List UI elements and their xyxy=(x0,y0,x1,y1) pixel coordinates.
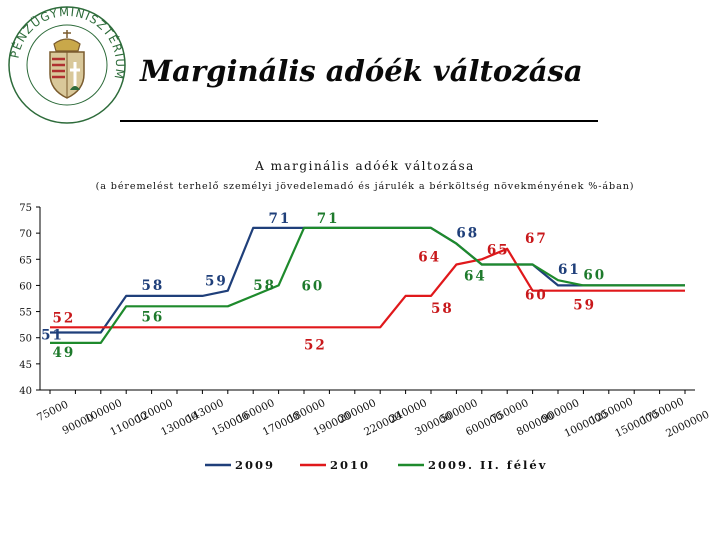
x-tick-label: 500000 xyxy=(438,397,479,425)
legend-label: 2009. II. félév xyxy=(428,458,547,472)
chart-subtitle: (a béremelést terhelő személyi jövedelem… xyxy=(96,181,635,192)
y-tick-label: 55 xyxy=(19,308,32,319)
data-label: 64 xyxy=(418,250,441,266)
data-label: 58 xyxy=(253,278,276,294)
data-label: 60 xyxy=(301,278,324,294)
y-tick-label: 75 xyxy=(19,203,32,214)
data-label: 60 xyxy=(583,267,606,283)
logo-inner-ring xyxy=(26,24,108,106)
y-tick-label: 45 xyxy=(19,360,32,371)
x-tick-label: 750000 xyxy=(489,397,530,425)
data-label: 61 xyxy=(558,262,581,278)
data-label: 52 xyxy=(304,337,327,353)
legend-label: 2009 xyxy=(235,458,275,472)
y-tick-label: 40 xyxy=(19,386,32,397)
x-tick-label: 160000 xyxy=(235,397,276,425)
x-tick-label: 200000 xyxy=(337,397,378,425)
x-tick-label: 75000 xyxy=(35,399,70,424)
data-label: 59 xyxy=(573,298,596,314)
data-label: 71 xyxy=(317,211,340,227)
data-label: 68 xyxy=(456,226,479,242)
data-label: 52 xyxy=(53,310,76,326)
x-tick-label: 120000 xyxy=(134,397,175,425)
ministry-logo: PÉNZÜGYMINISZTÉRIUM xyxy=(7,5,126,124)
series-line-2009-ii-f-l-v xyxy=(50,226,685,344)
title-divider xyxy=(120,120,598,122)
y-tick-label: 65 xyxy=(19,255,32,266)
logo-outer-ring xyxy=(8,6,126,124)
data-label: 49 xyxy=(53,345,76,361)
x-tick-label: 900000 xyxy=(540,397,581,425)
legend-label: 2010 xyxy=(330,458,370,472)
data-label: 56 xyxy=(141,309,164,325)
slide-title: Marginális adóék változása xyxy=(140,54,583,88)
y-tick-label: 70 xyxy=(19,229,32,240)
series-line-2010 xyxy=(50,247,685,329)
y-tick-label: 60 xyxy=(19,281,32,292)
data-label: 58 xyxy=(431,301,454,317)
x-tick-label: 240000 xyxy=(388,397,429,425)
crest-icon xyxy=(49,30,85,99)
data-label: 60 xyxy=(525,287,548,303)
data-label: 51 xyxy=(41,327,64,343)
data-label: 67 xyxy=(525,231,548,247)
data-label: 59 xyxy=(205,274,228,290)
marginal-tax-wedge-chart: A marginális adóék változása (a béremelé… xyxy=(19,159,711,472)
x-tick-label: 100000 xyxy=(83,397,124,425)
data-label: 65 xyxy=(487,242,510,258)
x-tick-label: 180000 xyxy=(286,397,327,425)
y-tick-label: 50 xyxy=(19,334,32,345)
data-label: 64 xyxy=(464,269,487,285)
chart-title: A marginális adóék változása xyxy=(254,159,475,173)
x-tick-label: 143000 xyxy=(184,397,225,425)
data-label: 71 xyxy=(268,211,291,227)
data-label: 58 xyxy=(141,278,164,294)
